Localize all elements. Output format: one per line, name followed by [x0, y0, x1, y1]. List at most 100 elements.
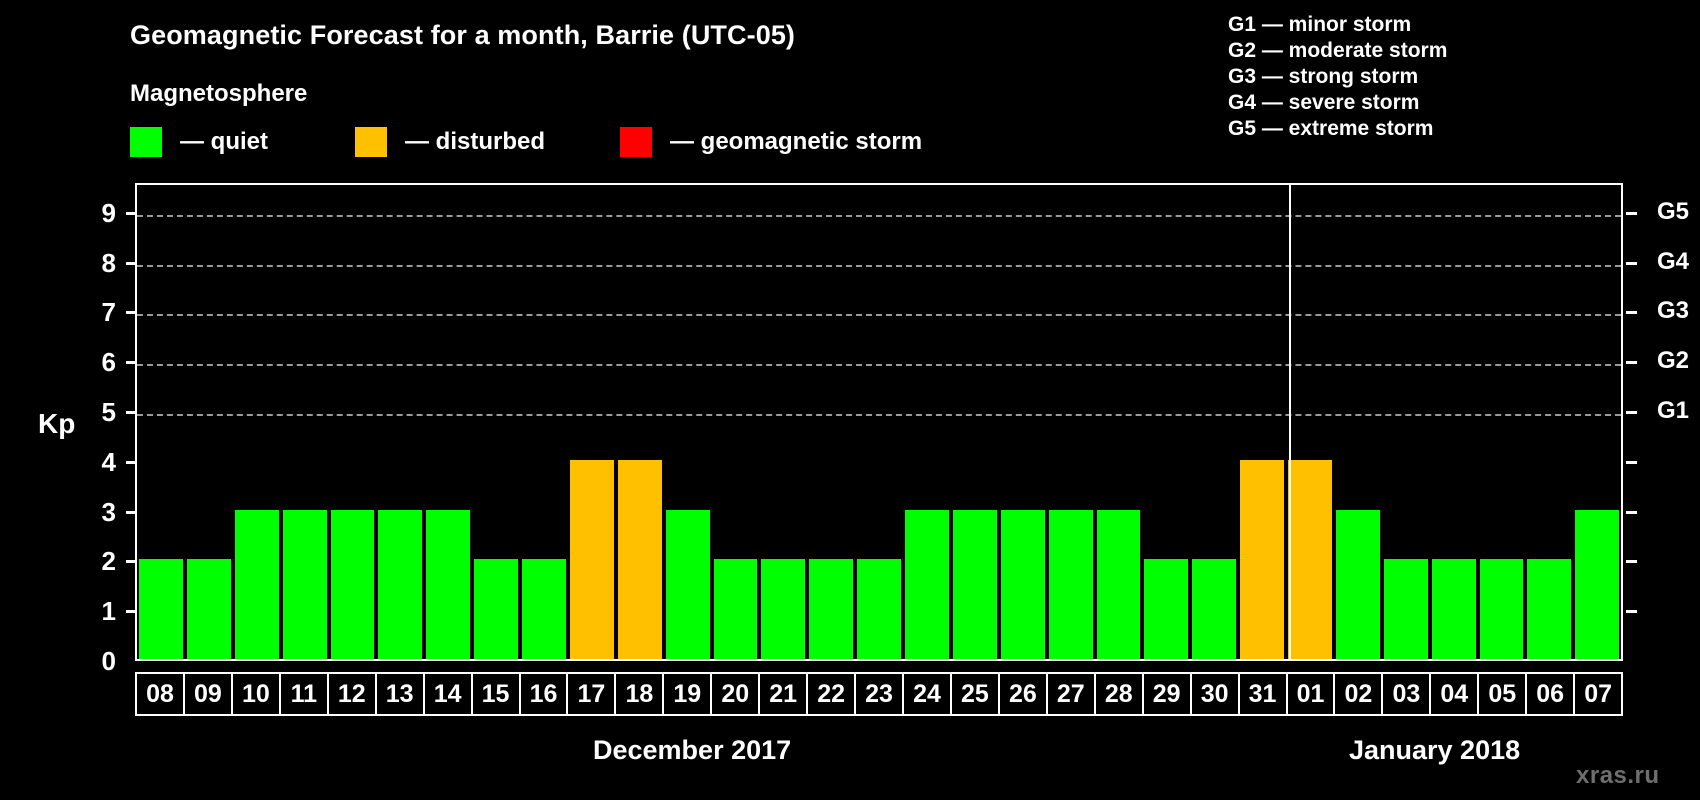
y-tick-label: 1: [101, 596, 116, 627]
date-cell[interactable]: 28: [1093, 672, 1144, 716]
gridline: [137, 414, 1621, 417]
bar-cell: [1286, 185, 1334, 659]
storm-scale-legend: G1 — minor storm G2 — moderate storm G3 …: [1228, 12, 1447, 142]
legend-item-storm: — geomagnetic storm: [620, 126, 922, 158]
bar-cell: [568, 185, 616, 659]
gridline: [137, 264, 1621, 267]
legend-label-disturbed: — disturbed: [405, 128, 546, 155]
date-cell[interactable]: 16: [518, 672, 569, 716]
bar-cell: [712, 185, 760, 659]
date-cell[interactable]: 17: [566, 672, 617, 716]
bar-cell: [329, 185, 377, 659]
date-cell[interactable]: 01: [1285, 672, 1336, 716]
bar-cell: [1478, 185, 1526, 659]
date-cell[interactable]: 07: [1573, 672, 1624, 716]
date-cell[interactable]: 18: [614, 672, 665, 716]
bar: [1575, 509, 1620, 659]
bar-cell: [1142, 185, 1190, 659]
g-tick-label: G1: [1657, 397, 1690, 425]
date-cell[interactable]: 10: [230, 672, 281, 716]
storm-scale-row-g1: G1 — minor storm: [1228, 13, 1412, 36]
bar-cell: [664, 185, 712, 659]
bar-cell: [855, 185, 903, 659]
bar-cell: [472, 185, 520, 659]
date-cell[interactable]: 03: [1381, 672, 1432, 716]
date-cell[interactable]: 13: [374, 672, 425, 716]
date-axis: 08 09 10 11 12 13 14 15 16 17 18 19 20 21 22 23 24 25 26 27…: [135, 672, 1624, 716]
g-tick-label: G2: [1657, 347, 1690, 375]
y-tick-label: 8: [101, 247, 116, 278]
bar: [1527, 559, 1572, 659]
storm-scale-row-g5: G5 — extreme storm: [1228, 117, 1434, 140]
bar-cell: [1095, 185, 1143, 659]
date-cell[interactable]: 12: [326, 672, 377, 716]
bar: [139, 559, 183, 659]
date-cell[interactable]: 14: [422, 672, 473, 716]
date-cell[interactable]: 19: [662, 672, 713, 716]
legend-label-storm: — geomagnetic storm: [670, 128, 923, 155]
month-label-january: January 2018: [1349, 735, 1521, 765]
bar: [186, 559, 231, 659]
legend-label-quiet: — quiet: [180, 128, 268, 155]
bar-cell: [903, 185, 951, 659]
g-tick-mark: [1626, 211, 1637, 215]
date-cell[interactable]: 05: [1477, 672, 1528, 716]
bar: [282, 509, 327, 659]
g-tick-mark: [1626, 361, 1637, 365]
y-tick-label: 3: [101, 496, 116, 527]
date-cell[interactable]: 02: [1333, 672, 1384, 716]
page-title: Geomagnetic Forecast for a month, Barrie…: [130, 20, 796, 50]
plot-area: [135, 183, 1623, 661]
date-cell[interactable]: 11: [278, 672, 329, 716]
bar-cell: [185, 185, 233, 659]
y-tick-mark: [126, 211, 137, 215]
g-tick-label: G3: [1657, 297, 1690, 325]
date-cell[interactable]: 24: [902, 672, 952, 716]
y-tick-label: 0: [101, 646, 116, 676]
bar-cell: [1190, 185, 1238, 659]
y-tick-mark: [126, 261, 137, 265]
bar-cell: [1047, 185, 1095, 659]
section-label-magnetosphere: Magnetosphere: [130, 80, 308, 107]
g-tick-mark: [1626, 411, 1637, 415]
storm-scale-row-g4: G4 — severe storm: [1228, 91, 1420, 114]
storm-scale-row-g3: G3 — strong storm: [1228, 65, 1419, 88]
bar: [1431, 559, 1476, 659]
y-tick-label: 9: [101, 197, 116, 228]
month-label-december: December 2017: [593, 735, 792, 765]
date-cell[interactable]: 21: [758, 672, 809, 716]
date-cell[interactable]: 26: [997, 672, 1048, 716]
red-square-swatch: [620, 127, 652, 157]
gridline: [137, 364, 1621, 367]
date-cell[interactable]: 27: [1045, 672, 1096, 716]
bar: [330, 509, 375, 659]
bar: [1048, 509, 1093, 659]
bar: [809, 559, 854, 659]
y-tick-mark: [126, 361, 137, 365]
bar: [378, 509, 423, 659]
date-cell[interactable]: 25: [949, 672, 1000, 716]
bar: [522, 559, 566, 659]
date-cell[interactable]: 31: [1237, 672, 1288, 716]
g-tick-label: G5: [1657, 197, 1690, 225]
date-cell[interactable]: 15: [470, 672, 521, 716]
date-cell[interactable]: 04: [1429, 672, 1480, 716]
date-cell[interactable]: 20: [710, 672, 761, 716]
bar-cell: [759, 185, 807, 659]
date-cell[interactable]: 08: [135, 672, 185, 716]
legend-item-quiet: — quiet: [130, 126, 268, 158]
g-tick-mark: [1626, 311, 1637, 315]
date-cell[interactable]: 22: [806, 672, 857, 716]
bar-cell: [376, 185, 424, 659]
date-cell[interactable]: 09: [182, 672, 233, 716]
bar-series: [137, 185, 1621, 659]
date-cell[interactable]: 30: [1189, 672, 1240, 716]
gridline: [137, 314, 1621, 317]
date-cell[interactable]: 06: [1525, 672, 1576, 716]
y-axis-label: Kp: [38, 408, 76, 439]
y-tick-label: 4: [101, 446, 116, 477]
date-cell[interactable]: 29: [1141, 672, 1192, 716]
bar: [617, 459, 662, 659]
date-cell[interactable]: 23: [854, 672, 904, 716]
